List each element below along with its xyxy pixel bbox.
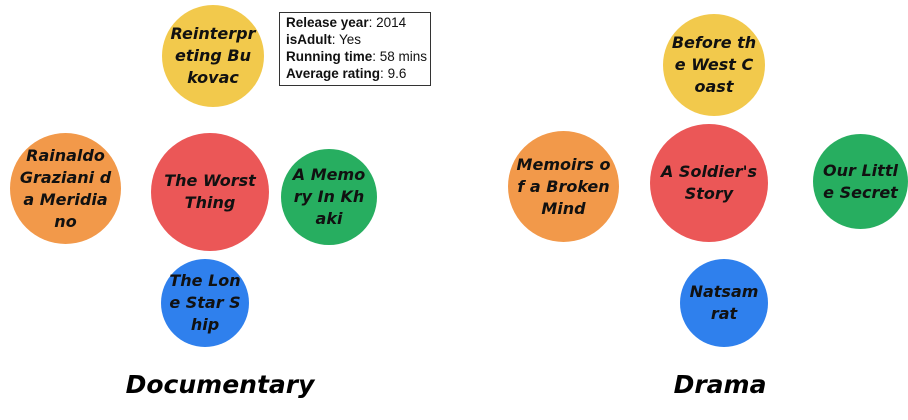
node-before-the-west-coast[interactable]: Before the West Coast [663,14,765,116]
node-label: Rainaldo Graziani da Meridiano [19,145,112,231]
node-label: Our Little Secret [823,160,898,202]
node-our-little-secret[interactable]: Our Little Secret [813,134,908,229]
node-label: Before the West Coast [671,33,757,96]
tooltip-key: isAdult [286,32,332,47]
node-the-lone-star-ship[interactable]: The Lone Star Ship [161,259,249,347]
tooltip-value: 2014 [376,15,407,30]
node-label: Natsamrat [689,282,759,323]
node-natsamrat[interactable]: Natsamrat [680,259,768,347]
node-rainaldo-graziani[interactable]: Rainaldo Graziani da Meridiano [10,133,121,244]
tooltip-average-rating: Average rating: 9.6 [286,66,407,81]
tooltip-key: Running time [286,49,373,64]
tooltip-value: Yes [339,32,362,47]
tooltip-key: Release year [286,15,369,30]
tooltip-value: 58 mins [379,49,428,64]
tooltip-value: 9.6 [387,66,407,81]
tooltip: Release year: 2014 isAdult: Yes Running … [279,12,431,86]
node-a-soldiers-story[interactable]: A Soldier's Story [650,124,768,242]
tooltip-release-year: Release year: 2014 [286,15,407,30]
node-memoirs-of-a-broken-mind[interactable]: Memoirs of a Broken Mind [508,131,619,242]
node-the-worst-thing[interactable]: The Worst Thing [151,133,269,251]
node-label: The Worst Thing [164,171,256,212]
node-reinterpreting-bukovac[interactable]: Reinterpreting Bukovac [162,5,264,107]
tooltip-running-time: Running time: 58 mins [286,49,428,64]
node-label: A Soldier's Story [660,162,758,203]
node-label: Reinterpreting Bukovac [170,24,256,87]
tooltip-key: Average rating [286,66,381,81]
node-a-memory-in-khaki[interactable]: A Memory In Khaki [281,149,377,245]
node-label: Memoirs of a Broken Mind [516,154,611,218]
node-label: A Memory In Khaki [292,165,366,228]
group-label-drama: Drama [673,370,767,399]
group-label-documentary: Documentary [125,370,315,399]
tooltip-is-adult: isAdult: Yes [286,32,362,47]
node-label: The Lone Star Ship [169,271,241,334]
